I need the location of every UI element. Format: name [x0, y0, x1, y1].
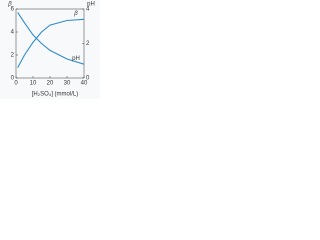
line-series [17, 18, 85, 68]
x-tick-label: 30 [64, 81, 71, 87]
y-tick-label: 6 [11, 7, 15, 13]
y-axis-label: β [7, 2, 12, 8]
series-label: β [73, 11, 78, 17]
y-tick-label: 2 [11, 53, 15, 59]
x-tick-label: 20 [47, 81, 54, 87]
y2-tick-label: 0 [86, 76, 90, 82]
x-axis-label: [H₂SO₄] (mmol/L) [32, 92, 78, 98]
line-series [17, 12, 85, 65]
background [0, 0, 100, 99]
y-tick-label: 0 [11, 76, 15, 82]
x-tick-label: 40 [81, 81, 88, 87]
x-tick-label: 0 [14, 81, 18, 87]
y-tick-label: 4 [11, 30, 15, 36]
y2-tick-label: 2 [86, 41, 90, 47]
series-label: pH [72, 56, 80, 62]
y2-axis-label: pH [87, 2, 95, 8]
y2-tick-label: 4 [86, 7, 90, 13]
x-tick-label: 10 [30, 81, 37, 87]
